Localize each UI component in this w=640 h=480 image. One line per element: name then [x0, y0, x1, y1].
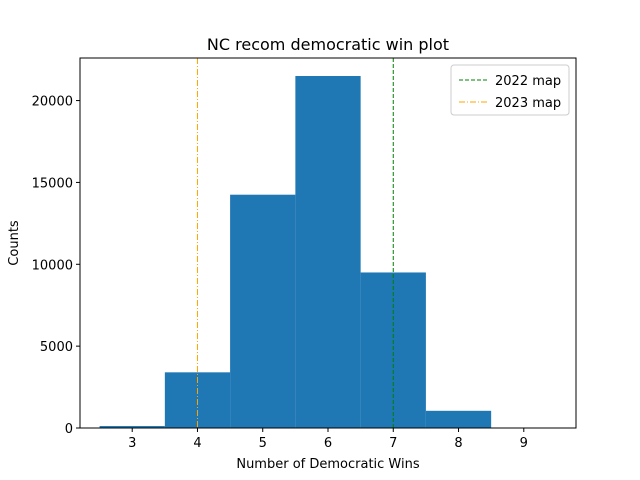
y-tick-label: 0 — [65, 422, 73, 437]
y-axis-label: Counts — [7, 220, 22, 266]
x-axis-label: Number of Democratic Wins — [236, 457, 420, 472]
x-tick-label: 5 — [259, 436, 267, 451]
chart-title: NC recom democratic win plot — [207, 35, 449, 54]
legend-label: 2023 map — [495, 96, 561, 111]
y-tick-label: 15000 — [32, 176, 73, 191]
legend: 2022 map 2023 map — [450, 64, 570, 116]
bar-6 — [295, 76, 361, 428]
y-tick-label: 20000 — [32, 95, 73, 110]
bar-3 — [99, 426, 165, 428]
x-tick-label: 8 — [454, 436, 462, 451]
bar-5 — [230, 194, 296, 428]
x-tick-label: 9 — [520, 436, 528, 451]
y-tick-label: 10000 — [32, 258, 73, 273]
legend-box — [450, 64, 570, 116]
x-tick-label: 4 — [193, 436, 201, 451]
bar-8 — [425, 410, 492, 428]
y-tick-label: 5000 — [40, 340, 73, 355]
x-tick-label: 3 — [128, 436, 136, 451]
x-tick-label: 6 — [324, 436, 332, 451]
legend-label: 2022 map — [495, 74, 561, 89]
x-tick-label: 7 — [389, 436, 397, 451]
